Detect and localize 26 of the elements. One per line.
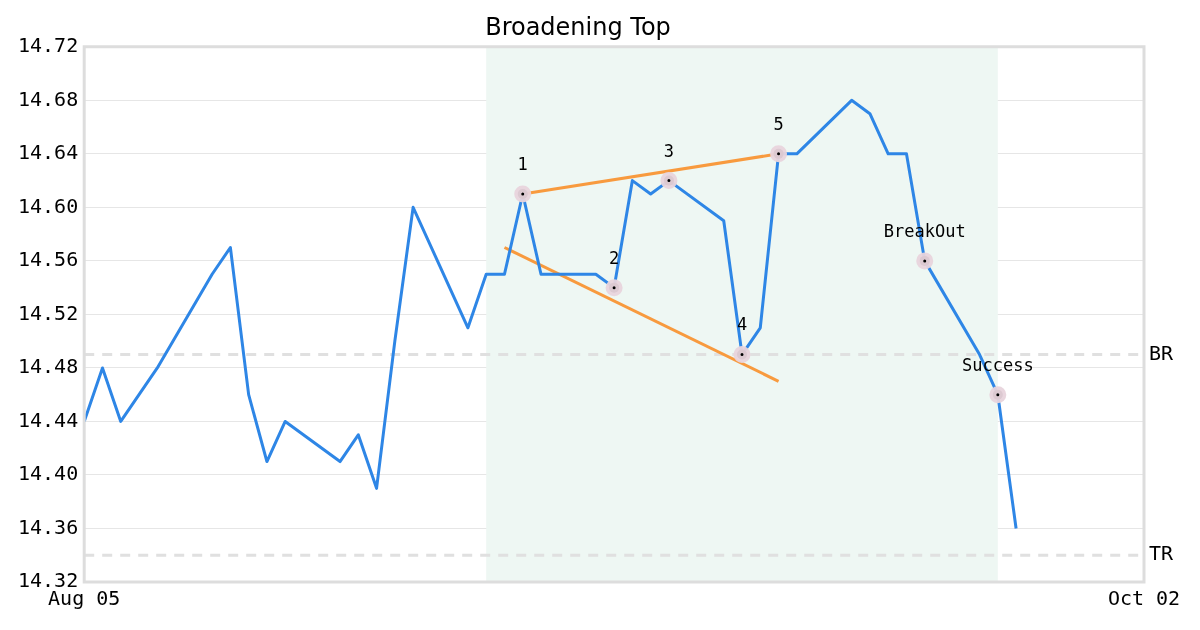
x-tick-label: Aug 05 xyxy=(48,586,121,611)
annotation: 2 xyxy=(608,247,620,268)
ref-line-label: TR xyxy=(1149,541,1175,566)
point xyxy=(514,185,532,203)
annotation: 1 xyxy=(517,153,528,174)
y-tick-label: 14.64 xyxy=(17,140,79,165)
y-tick-label: 14.56 xyxy=(17,247,79,272)
y-tick-label: 14.48 xyxy=(17,354,79,379)
point xyxy=(660,172,678,190)
x-tick-label: Oct 02 xyxy=(1107,586,1181,611)
point xyxy=(770,145,788,163)
point xyxy=(989,386,1007,404)
y-tick-label: 14.40 xyxy=(17,461,79,486)
annotation: 5 xyxy=(773,113,784,134)
point xyxy=(733,346,751,364)
y-tick-label: 14.36 xyxy=(17,514,79,539)
annotation: 3 xyxy=(663,140,675,161)
y-tick-label: 14.52 xyxy=(17,300,79,325)
point xyxy=(916,252,934,270)
y-tick-label: 14.68 xyxy=(17,86,79,111)
ref-line-label: BR xyxy=(1149,340,1175,365)
y-tick-label: 14.60 xyxy=(17,193,79,218)
chart-title: Broadening Top xyxy=(485,12,671,41)
y-tick-label: 14.72 xyxy=(17,33,79,57)
point xyxy=(605,279,623,297)
y-tick-label: 14.44 xyxy=(17,407,79,432)
